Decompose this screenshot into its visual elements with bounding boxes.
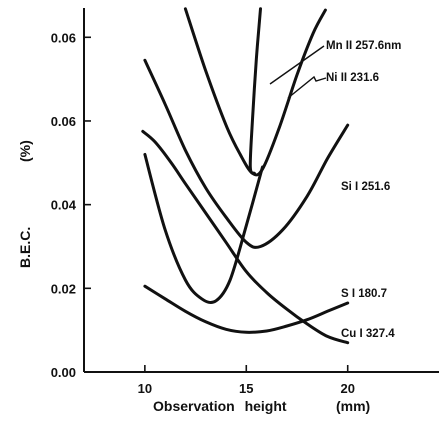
series-line-unlabeled bbox=[141, 129, 350, 345]
axis-titles: Observation height (mm) B.E.C. (%) bbox=[17, 140, 370, 414]
x-axis-unit: (mm) bbox=[336, 398, 370, 414]
y-tick-label: 0.02 bbox=[51, 281, 76, 296]
curve-label-ni-ii-231-6: Ni II 231.6 bbox=[326, 72, 379, 84]
series-line-cu-i-327-4 bbox=[143, 284, 350, 334]
curve-label-s-i-180-7: S I 180.7 bbox=[341, 288, 387, 300]
y-axis-title: B.E.C. bbox=[17, 227, 33, 268]
leader-line-mn bbox=[269, 45, 325, 85]
series-line-s-i-180-7 bbox=[143, 152, 264, 305]
ticks: 0.00 0.02 0.04 0.06 0.06 10 15 20 bbox=[51, 30, 355, 396]
series-line-ni-ii-231-6 bbox=[248, 7, 262, 175]
y-tick-label: 0.04 bbox=[51, 198, 77, 213]
y-tick-label: 0.00 bbox=[51, 365, 76, 380]
curve-label-si-i-251-6: Si I 251.6 bbox=[341, 181, 390, 193]
x-axis-title: Observation height bbox=[153, 398, 287, 414]
x-tick-label: 20 bbox=[340, 381, 354, 396]
curve-label-mn-ii-257-6nm: Mn II 257.6nm bbox=[326, 40, 401, 52]
leader-line-ni bbox=[287, 75, 327, 99]
curve-labels: Mn II 257.6nm Ni II 231.6 Si I 251.6 S I 18… bbox=[269, 40, 401, 340]
x-tick-label: 10 bbox=[138, 381, 152, 396]
axes bbox=[83, 8, 439, 373]
y-axis-unit: (%) bbox=[17, 140, 33, 162]
series-line-si-i-251-6 bbox=[143, 58, 350, 249]
x-tick-label: 15 bbox=[239, 381, 253, 396]
series-line-mn-ii-257-6nm bbox=[183, 7, 327, 177]
curves bbox=[141, 7, 350, 345]
y-tick-label: 0.06 bbox=[51, 30, 76, 45]
curve-label-cu-i-327-4: Cu I 327.4 bbox=[341, 328, 395, 340]
y-tick-label: 0.06 bbox=[51, 114, 76, 129]
